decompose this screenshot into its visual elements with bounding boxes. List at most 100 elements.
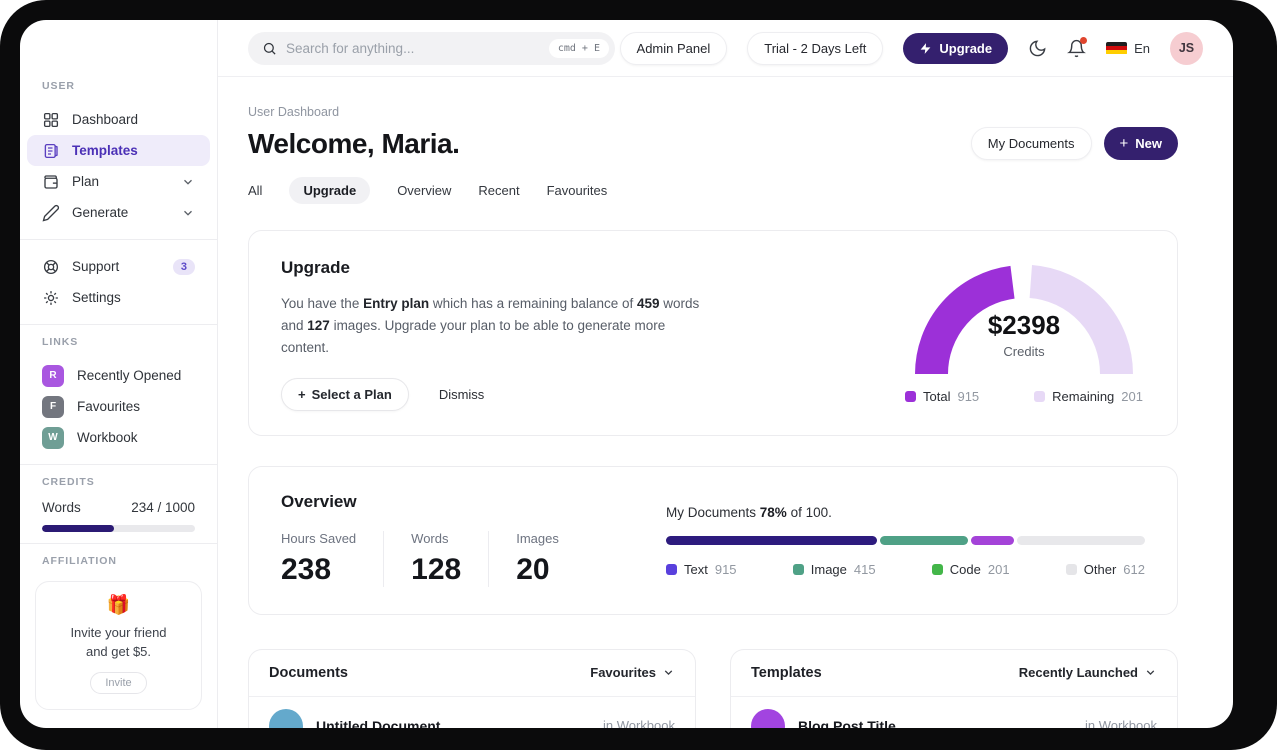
- templates-filter-dropdown[interactable]: Recently Launched: [1019, 665, 1157, 680]
- sidebar-item-dashboard[interactable]: Dashboard: [27, 104, 210, 135]
- credits-gauge-panel: $2398 Credits Total 915: [903, 258, 1145, 411]
- language-label: En: [1134, 40, 1150, 56]
- sidebar-section-affiliation: AFFILIATION: [42, 555, 117, 567]
- sidebar-item-label: Generate: [72, 205, 129, 220]
- legend-item-other: Other 612: [1065, 562, 1145, 577]
- sidebar-divider: [20, 239, 217, 240]
- german-flag-icon: [1106, 41, 1128, 55]
- sidebar-item-label: Support: [72, 259, 120, 274]
- plus-icon: +: [298, 386, 306, 402]
- bar-segment-code: [971, 535, 1014, 545]
- tab-overview[interactable]: Overview: [397, 183, 452, 198]
- templates-card-header: Templates Recently Launched: [731, 650, 1177, 697]
- dismiss-button[interactable]: Dismiss: [438, 386, 485, 402]
- upgrade-button[interactable]: Upgrade: [903, 32, 1009, 64]
- notifications-button[interactable]: [1067, 36, 1088, 58]
- template-avatar: [751, 708, 785, 728]
- sidebar-link-workbook[interactable]: W Workbook: [27, 422, 210, 453]
- sidebar-item-generate[interactable]: Generate: [27, 197, 210, 228]
- admin-panel-button[interactable]: Admin Panel: [619, 31, 728, 65]
- legend-item-text: Text 915: [666, 562, 737, 577]
- documents-usage-label: My Documents 78% of 100.: [666, 504, 832, 520]
- sidebar: USER Dashboard Templates Plan: [20, 20, 218, 728]
- document-avatar: [269, 708, 303, 728]
- sidebar-section-links: LINKS: [42, 336, 79, 348]
- overview-card-title: Overview: [281, 491, 357, 511]
- chevron-down-icon: [662, 666, 675, 679]
- gauge-center-label: $2398 Credits: [914, 310, 1134, 359]
- wallet-icon: [42, 173, 60, 191]
- sidebar-divider: [20, 464, 217, 465]
- language-selector[interactable]: En: [1106, 41, 1150, 56]
- tab-recent[interactable]: Recent: [478, 183, 520, 198]
- legend-item-code: Code 201: [931, 562, 1010, 577]
- sidebar-item-settings[interactable]: Settings: [27, 282, 210, 313]
- grid-icon: [42, 111, 60, 129]
- documents-stacked-bar: [666, 535, 1145, 545]
- credits-gauge-chart: $2398 Credits: [914, 264, 1134, 376]
- sidebar-item-label: Dashboard: [72, 112, 139, 127]
- trial-badge-button[interactable]: Trial - 2 Days Left: [747, 31, 884, 65]
- link-initial-badge: W: [42, 426, 64, 449]
- upgrade-card-title: Upgrade: [281, 258, 350, 277]
- legend-item-remaining: Remaining 201: [1034, 389, 1143, 404]
- dark-mode-toggle[interactable]: [1028, 39, 1047, 58]
- sidebar-section-user: USER: [42, 80, 75, 92]
- search-box[interactable]: cmd + E: [248, 31, 615, 65]
- documents-filter-dropdown[interactable]: Favourites: [590, 665, 675, 680]
- legend-item-total: Total 915: [905, 389, 979, 404]
- legend-item-image: Image 415: [792, 562, 876, 577]
- topbar-right: Admin Panel Trial - 2 Days Left Upgrade: [619, 31, 1203, 65]
- link-label: Recently Opened: [77, 368, 182, 383]
- search-input[interactable]: [286, 40, 540, 56]
- templates-card: Templates Recently Launched Blog Post Ti…: [730, 648, 1178, 728]
- document-list-item[interactable]: Untitled Document in Workbook: [249, 697, 695, 728]
- link-initial-badge: R: [42, 364, 64, 387]
- app-window: USER Dashboard Templates Plan: [20, 20, 1233, 728]
- chevron-down-icon: [1144, 666, 1157, 679]
- gauge-arc-total: [915, 265, 1016, 375]
- document-icon: [42, 142, 60, 160]
- tab-all[interactable]: All: [248, 183, 263, 198]
- breadcrumb: User Dashboard: [248, 105, 340, 119]
- credits-progress-fill: [42, 525, 114, 532]
- overview-left: Overview Hours Saved 238 Words 128: [281, 492, 666, 587]
- gauge-legend: Total 915 Remaining 201: [903, 389, 1145, 404]
- sidebar-item-label: Plan: [72, 174, 100, 189]
- stat-words: Words 128: [411, 530, 490, 587]
- sidebar-item-plan[interactable]: Plan: [27, 166, 210, 197]
- new-button[interactable]: + New: [1103, 127, 1178, 160]
- stat-images: Images 20: [516, 530, 559, 586]
- documents-card: Documents Favourites Untitled Document: [248, 648, 696, 728]
- lifebuoy-icon: [42, 258, 60, 276]
- plus-icon: +: [1119, 135, 1129, 152]
- documents-card-header: Documents Favourites: [249, 650, 695, 697]
- documents-bar-legend: Text 915 Image 415 Code 20: [666, 562, 1145, 577]
- document-title: Untitled Document: [316, 717, 441, 728]
- tab-favourites[interactable]: Favourites: [546, 183, 608, 198]
- stat-hours-saved: Hours Saved 238: [281, 530, 385, 587]
- legend-swatch: [1034, 391, 1046, 402]
- sidebar-item-templates[interactable]: Templates: [27, 135, 210, 166]
- upgrade-card: Upgrade You have the Entry plan which ha…: [248, 230, 1178, 436]
- chevron-down-icon: [181, 175, 195, 189]
- legend-swatch: [666, 563, 677, 575]
- bar-segment-text: [666, 535, 877, 545]
- link-label: Favourites: [77, 399, 141, 414]
- sidebar-link-favourites[interactable]: F Favourites: [27, 391, 210, 422]
- sidebar-item-label: Templates: [72, 143, 138, 158]
- sidebar-link-recently-opened[interactable]: R Recently Opened: [27, 360, 210, 391]
- template-list-item[interactable]: Blog Post Title in Workbook: [731, 697, 1177, 728]
- user-avatar[interactable]: JS: [1170, 31, 1203, 65]
- my-documents-button[interactable]: My Documents: [970, 127, 1092, 160]
- sidebar-item-support[interactable]: Support 3: [27, 251, 210, 282]
- documents-card-title: Documents: [269, 664, 348, 681]
- select-plan-button[interactable]: + Select a Plan: [281, 377, 409, 411]
- tab-upgrade[interactable]: Upgrade: [289, 177, 371, 204]
- main-area: cmd + E Admin Panel Trial - 2 Days Left …: [218, 20, 1233, 728]
- link-initial-badge: F: [42, 395, 64, 418]
- credits-value: 234 / 1000: [131, 500, 195, 515]
- invite-button[interactable]: Invite: [90, 672, 147, 695]
- legend-swatch: [792, 563, 804, 575]
